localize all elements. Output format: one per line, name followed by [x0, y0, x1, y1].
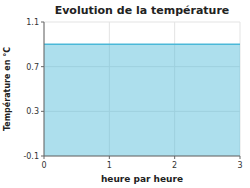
x-tick-label: 1 [107, 161, 112, 170]
y-axis-label: Température en °C [2, 47, 12, 131]
x-axis-line [44, 156, 240, 157]
axes: 0 1 2 3 -0.1 0.3 0.7 1.1 [23, 18, 242, 170]
x-tick-label: 2 [172, 161, 177, 170]
chart-svg: 0 1 2 3 -0.1 0.3 0.7 1.1 Evolution de la tempéra… [0, 0, 250, 188]
x-tick-label: 3 [237, 161, 242, 170]
y-grid-line [44, 156, 240, 157]
y-tick-label: -0.1 [23, 152, 39, 161]
y-tick-label: 0.3 [26, 107, 39, 116]
chart-container: 0 1 2 3 -0.1 0.3 0.7 1.1 Evolution de la tempéra… [0, 0, 250, 188]
y-grid-line [44, 22, 240, 23]
area-line [44, 44, 240, 46]
plot-area [44, 44, 240, 156]
y-tick [41, 66, 44, 67]
area-fill [44, 44, 240, 156]
x-tick [109, 156, 110, 159]
x-grid-line [44, 22, 45, 156]
grid [44, 22, 240, 156]
y-tick [41, 22, 44, 23]
x-axis-label: heure par heure [101, 174, 183, 184]
y-tick-label: 0.7 [26, 63, 39, 72]
y-tick [41, 156, 44, 157]
page: {"chart_data": {"type": "area", "title":… [0, 0, 250, 188]
y-tick [41, 111, 44, 112]
y-axis-line [44, 22, 45, 156]
x-tick [240, 156, 241, 159]
chart-title: Evolution de la température [55, 4, 230, 17]
x-tick-label: 0 [41, 161, 46, 170]
x-tick [174, 156, 175, 159]
y-tick-label: 1.1 [26, 18, 39, 27]
